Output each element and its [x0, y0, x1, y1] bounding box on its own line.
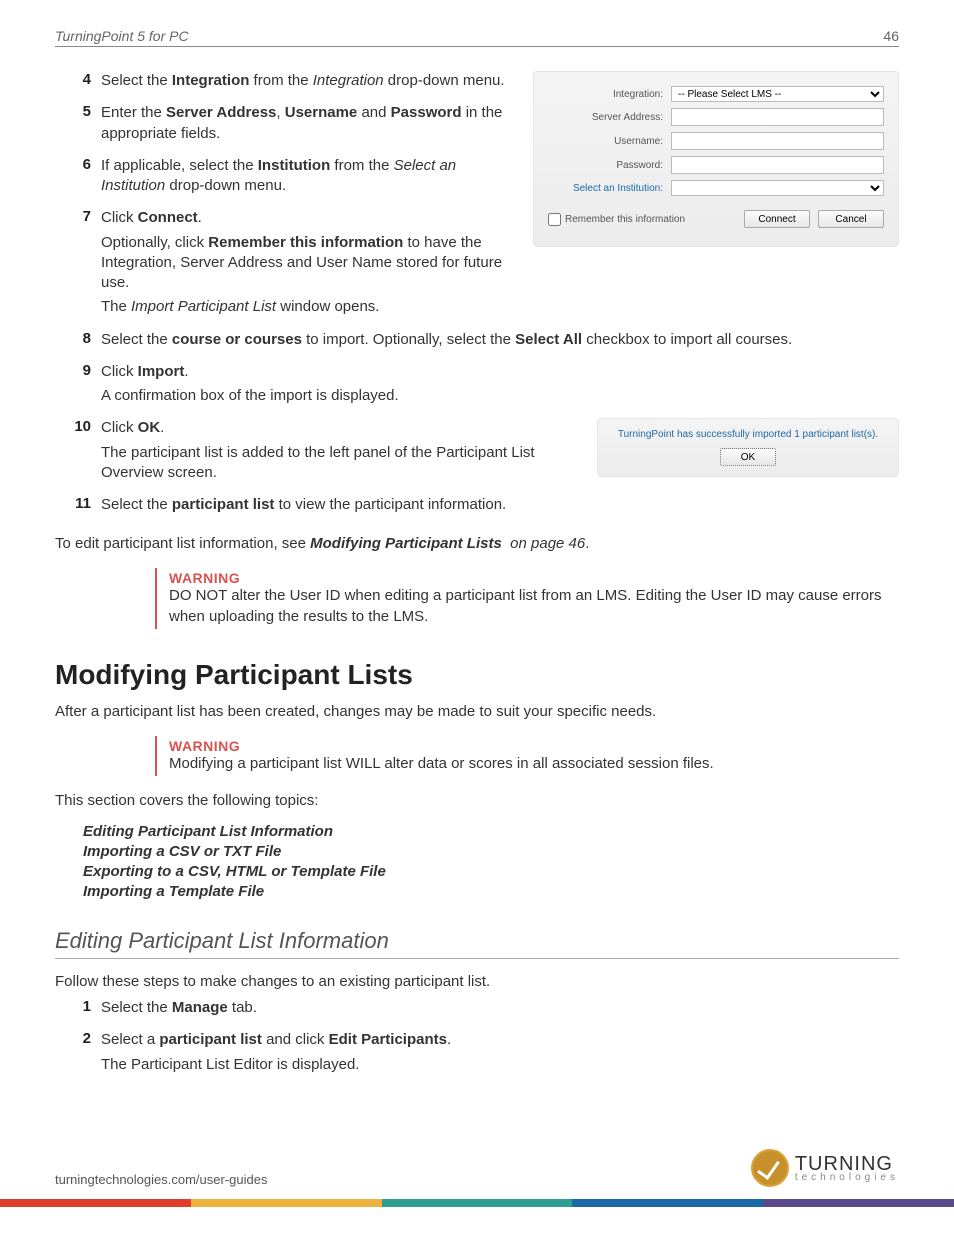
step-text: The participant list is added to the lef…	[101, 443, 577, 484]
footer-stripe	[0, 1199, 954, 1207]
step-text: If applicable, select the Institution fr…	[101, 156, 513, 197]
step-text: Select a participant list and click Edit…	[101, 1030, 899, 1050]
integration-dialog: Integration: -- Please Select LMS -- Ser…	[533, 71, 899, 247]
integration-select[interactable]: -- Please Select LMS --	[671, 86, 884, 102]
step-number: 10	[55, 418, 101, 487]
warning-body: Modifying a participant list WILL alter …	[169, 754, 899, 774]
step-text: Select the Manage tab.	[101, 998, 899, 1018]
page-number: 46	[883, 28, 899, 44]
password-input[interactable]	[671, 156, 884, 174]
topic-link[interactable]: Importing a CSV or TXT File	[83, 843, 899, 860]
step-text: Click OK.	[101, 418, 577, 438]
logo-icon	[751, 1149, 789, 1187]
import-success-dialog: TurningPoint has successfully imported 1…	[597, 418, 899, 477]
logo-text-top: TURNING	[795, 1155, 899, 1173]
remember-checkbox[interactable]	[548, 213, 561, 226]
edit-reference: To edit participant list information, se…	[55, 533, 899, 554]
username-label: Username:	[548, 136, 671, 147]
password-label: Password:	[548, 160, 671, 171]
step-number: 5	[55, 103, 101, 148]
step-text: Click Import.	[101, 362, 899, 382]
topics-intro: This section covers the following topics…	[55, 790, 899, 811]
ok-button[interactable]: OK	[720, 448, 776, 466]
server-input[interactable]	[671, 108, 884, 126]
subsection-heading: Editing Participant List Information	[55, 928, 899, 959]
section-intro: After a participant list has been create…	[55, 701, 899, 722]
step-number: 2	[55, 1030, 101, 1079]
remember-checkbox-row[interactable]: Remember this information	[548, 213, 736, 226]
subsection-intro: Follow these steps to make changes to an…	[55, 971, 899, 992]
server-label: Server Address:	[548, 112, 671, 123]
warning-body: DO NOT alter the User ID when editing a …	[169, 586, 899, 627]
username-input[interactable]	[671, 132, 884, 150]
step-number: 9	[55, 362, 101, 411]
step-number: 1	[55, 998, 101, 1022]
step-number: 6	[55, 156, 101, 201]
step-text: Enter the Server Address, Username and P…	[101, 103, 513, 144]
page-header: TurningPoint 5 for PC 46	[55, 28, 899, 47]
step-text: Select the course or courses to import. …	[101, 330, 899, 350]
step-text: Optionally, click Remember this informat…	[101, 233, 513, 294]
warning-box: WARNING DO NOT alter the User ID when ed…	[155, 568, 899, 629]
warning-box: WARNING Modifying a participant list WIL…	[155, 736, 899, 776]
warning-title: WARNING	[169, 738, 899, 754]
footer-url: turningtechnologies.com/user-guides	[55, 1172, 267, 1187]
brand-logo: TURNING technologies	[751, 1149, 899, 1187]
cancel-button[interactable]: Cancel	[818, 210, 884, 228]
step-number: 4	[55, 71, 101, 95]
step-text: The Import Participant List window opens…	[101, 297, 513, 317]
remember-label: Remember this information	[565, 214, 685, 225]
topic-link[interactable]: Exporting to a CSV, HTML or Template Fil…	[83, 863, 899, 880]
step-number: 11	[55, 495, 101, 519]
success-message: TurningPoint has successfully imported 1…	[608, 429, 888, 440]
step-text: A confirmation box of the import is disp…	[101, 386, 899, 406]
section-heading: Modifying Participant Lists	[55, 659, 899, 691]
topic-link[interactable]: Editing Participant List Information	[83, 823, 899, 840]
integration-label: Integration:	[548, 89, 671, 100]
warning-title: WARNING	[169, 570, 899, 586]
institution-label: Select an Institution:	[548, 183, 671, 194]
topic-link[interactable]: Importing a Template File	[83, 883, 899, 900]
step-number: 8	[55, 330, 101, 354]
step-number: 7	[55, 208, 101, 321]
step-text: Select the Integration from the Integrat…	[101, 71, 513, 91]
step-text: Click Connect.	[101, 208, 513, 228]
step-text: The Participant List Editor is displayed…	[101, 1055, 899, 1075]
logo-text-bottom: technologies	[795, 1173, 899, 1182]
step-text: Select the participant list to view the …	[101, 495, 899, 515]
institution-select[interactable]	[671, 180, 884, 196]
topics-list: Editing Participant List Information Imp…	[83, 823, 899, 900]
doc-title: TurningPoint 5 for PC	[55, 28, 189, 44]
connect-button[interactable]: Connect	[744, 210, 810, 228]
